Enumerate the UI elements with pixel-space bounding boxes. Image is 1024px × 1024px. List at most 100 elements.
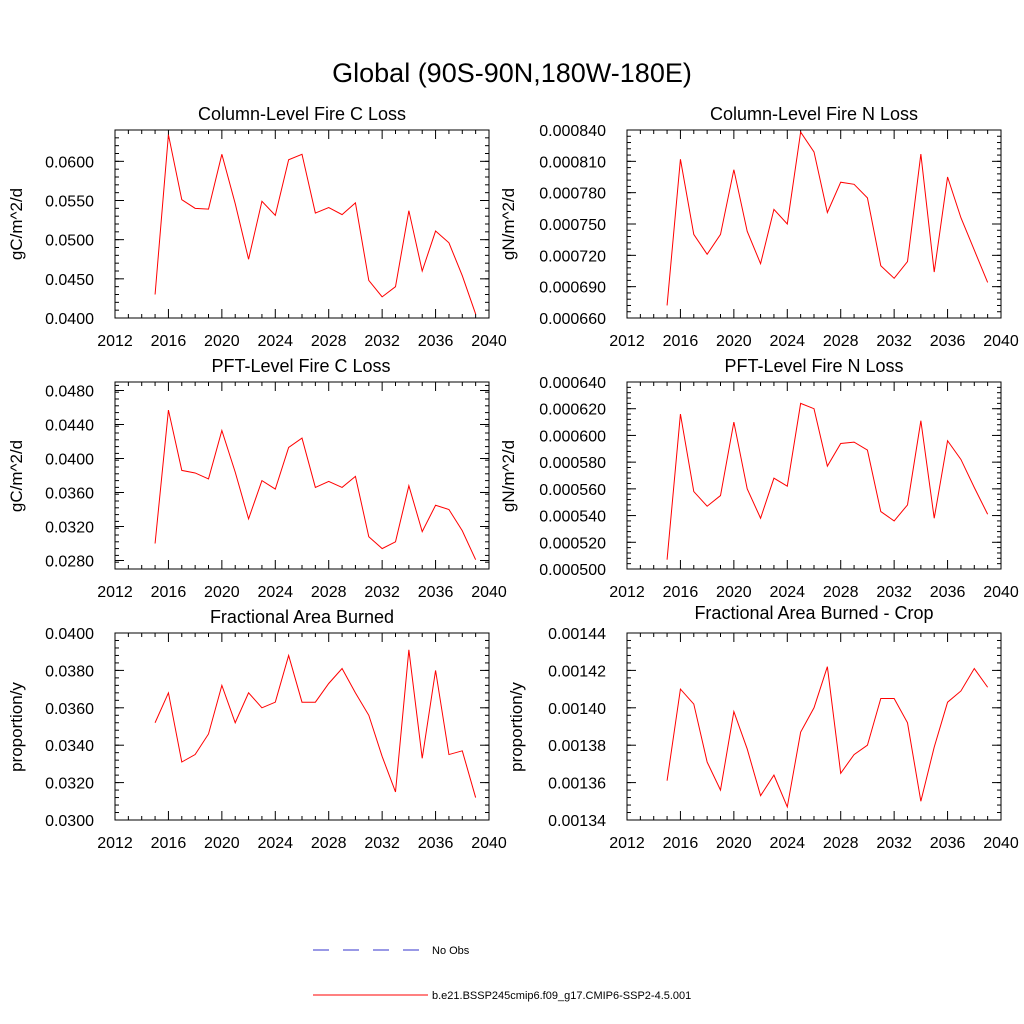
x-tick-label: 2028 (311, 584, 347, 601)
x-tick-label: 2012 (609, 333, 645, 350)
y-axis-label: proportion/y (7, 682, 26, 772)
panel-title: Fractional Area Burned (210, 607, 394, 627)
x-tick-label: 2012 (97, 584, 133, 601)
x-tick-label: 2036 (930, 333, 966, 350)
y-tick-label: 0.00134 (548, 813, 606, 830)
x-tick-label: 2020 (716, 584, 752, 601)
x-tick-label: 2032 (364, 835, 400, 852)
x-tick-label: 2040 (471, 584, 507, 601)
series-line (154, 409, 477, 560)
x-tick-label: 2020 (204, 835, 240, 852)
chart-pft-fire-n-loss: PFT-Level Fire N Loss gN/m^2/d 2012 2016 202… (499, 356, 1019, 601)
x-tick-label: 2016 (151, 333, 187, 350)
plot-frame (626, 129, 1002, 319)
y-axis-label: gN/m^2/d (499, 440, 518, 512)
x-tick-label: 2028 (311, 333, 347, 350)
x-tick-label: 2020 (204, 584, 240, 601)
y-tick-label: 0.000560 (539, 482, 606, 499)
x-tick-label: 2036 (418, 333, 454, 350)
x-tick-label: 2024 (769, 835, 805, 852)
x-tick-label: 2040 (983, 835, 1019, 852)
x-tick-label: 2032 (876, 835, 912, 852)
x-tick-label: 2024 (257, 835, 293, 852)
panel-title: PFT-Level Fire C Loss (211, 356, 390, 376)
x-tick-label: 2036 (930, 584, 966, 601)
panel-title: Column-Level Fire C Loss (198, 104, 406, 124)
y-axis-label: proportion/y (507, 682, 526, 772)
x-tick-label: 2012 (609, 835, 645, 852)
y-tick-label: 0.000640 (539, 375, 606, 392)
y-tick-label: 0.0360 (45, 486, 94, 503)
x-tick-label: 2028 (823, 835, 859, 852)
y-tick-label: 0.000810 (539, 154, 606, 171)
x-tick-label: 2016 (663, 584, 699, 601)
y-tick-label: 0.0340 (45, 738, 94, 755)
chart-column-fire-n-loss: Column-Level Fire N Loss gN/m^2/d 2012 2016… (499, 104, 1019, 350)
y-tick-label: 0.000690 (539, 280, 606, 297)
chart-pft-fire-c-loss: PFT-Level Fire C Loss gC/m^2/d 2012 2016 202… (7, 356, 507, 601)
y-tick-label: 0.0300 (45, 813, 94, 830)
y-axis-label: gC/m^2/d (7, 440, 26, 512)
legend-model-label: b.e21.BSSP245cmip6.f09_g17.CMIP6-SSP2-4.… (432, 990, 691, 1002)
plot-frame (114, 129, 490, 319)
plot-frame (626, 632, 1002, 821)
x-tick-label: 2024 (257, 584, 293, 601)
y-tick-label: 0.00140 (548, 701, 606, 718)
x-tick-label: 2024 (769, 584, 805, 601)
series-line (666, 666, 989, 809)
y-tick-label: 0.0400 (45, 626, 94, 643)
chart-column-fire-c-loss: Column-Level Fire C Loss gC/m^2/d 2012 2016… (7, 104, 507, 350)
x-tick-label: 2036 (930, 835, 966, 852)
x-tick-label: 2024 (769, 333, 805, 350)
x-tick-label: 2028 (823, 333, 859, 350)
x-tick-label: 2032 (876, 584, 912, 601)
x-tick-label: 2040 (983, 584, 1019, 601)
x-tick-label: 2016 (663, 333, 699, 350)
x-tick-label: 2028 (311, 835, 347, 852)
x-tick-label: 2012 (97, 333, 133, 350)
chart-fractional-area-burned-crop: Fractional Area Burned - Crop proportion/… (507, 603, 1019, 852)
y-tick-label: 0.000750 (539, 217, 606, 234)
y-tick-label: 0.000580 (539, 455, 606, 472)
x-tick-label: 2020 (716, 333, 752, 350)
y-tick-label: 0.0500 (45, 233, 94, 250)
x-tick-label: 2040 (471, 835, 507, 852)
y-tick-label: 0.0400 (45, 311, 94, 328)
y-axis-label: gC/m^2/d (7, 188, 26, 260)
series-line (154, 649, 477, 798)
y-tick-label: 0.0380 (45, 663, 94, 680)
x-tick-label: 2036 (418, 835, 454, 852)
x-tick-label: 2032 (364, 333, 400, 350)
y-tick-label: 0.000500 (539, 562, 606, 579)
y-tick-label: 0.0360 (45, 701, 94, 718)
x-tick-label: 2016 (151, 584, 187, 601)
x-tick-label: 2028 (823, 584, 859, 601)
y-tick-label: 0.000780 (539, 186, 606, 203)
x-tick-label: 2040 (471, 333, 507, 350)
x-tick-label: 2016 (151, 835, 187, 852)
y-tick-label: 0.000840 (539, 123, 606, 140)
y-axis-label: gN/m^2/d (499, 188, 518, 260)
chart-fractional-area-burned: Fractional Area Burned proportion/y 2012 20… (7, 607, 507, 852)
x-tick-label: 2016 (663, 835, 699, 852)
x-tick-label: 2032 (876, 333, 912, 350)
y-tick-label: 0.0600 (45, 154, 94, 171)
x-tick-label: 2036 (418, 584, 454, 601)
y-tick-label: 0.000660 (539, 311, 606, 328)
figure-title: Global (90S-90N,180W-180E) (332, 58, 692, 88)
y-tick-label: 0.0480 (45, 384, 94, 401)
x-tick-label: 2040 (983, 333, 1019, 350)
x-tick-label: 2020 (716, 835, 752, 852)
y-tick-label: 0.0440 (45, 418, 94, 435)
y-tick-label: 0.0320 (45, 520, 94, 537)
y-tick-label: 0.000600 (539, 428, 606, 445)
x-tick-label: 2032 (364, 584, 400, 601)
x-tick-label: 2012 (609, 584, 645, 601)
series-line (154, 134, 477, 315)
y-tick-label: 0.0450 (45, 272, 94, 289)
series-line (666, 402, 989, 560)
x-tick-label: 2012 (97, 835, 133, 852)
y-tick-label: 0.0280 (45, 554, 94, 571)
plot-frame (114, 632, 490, 821)
x-tick-label: 2024 (257, 333, 293, 350)
